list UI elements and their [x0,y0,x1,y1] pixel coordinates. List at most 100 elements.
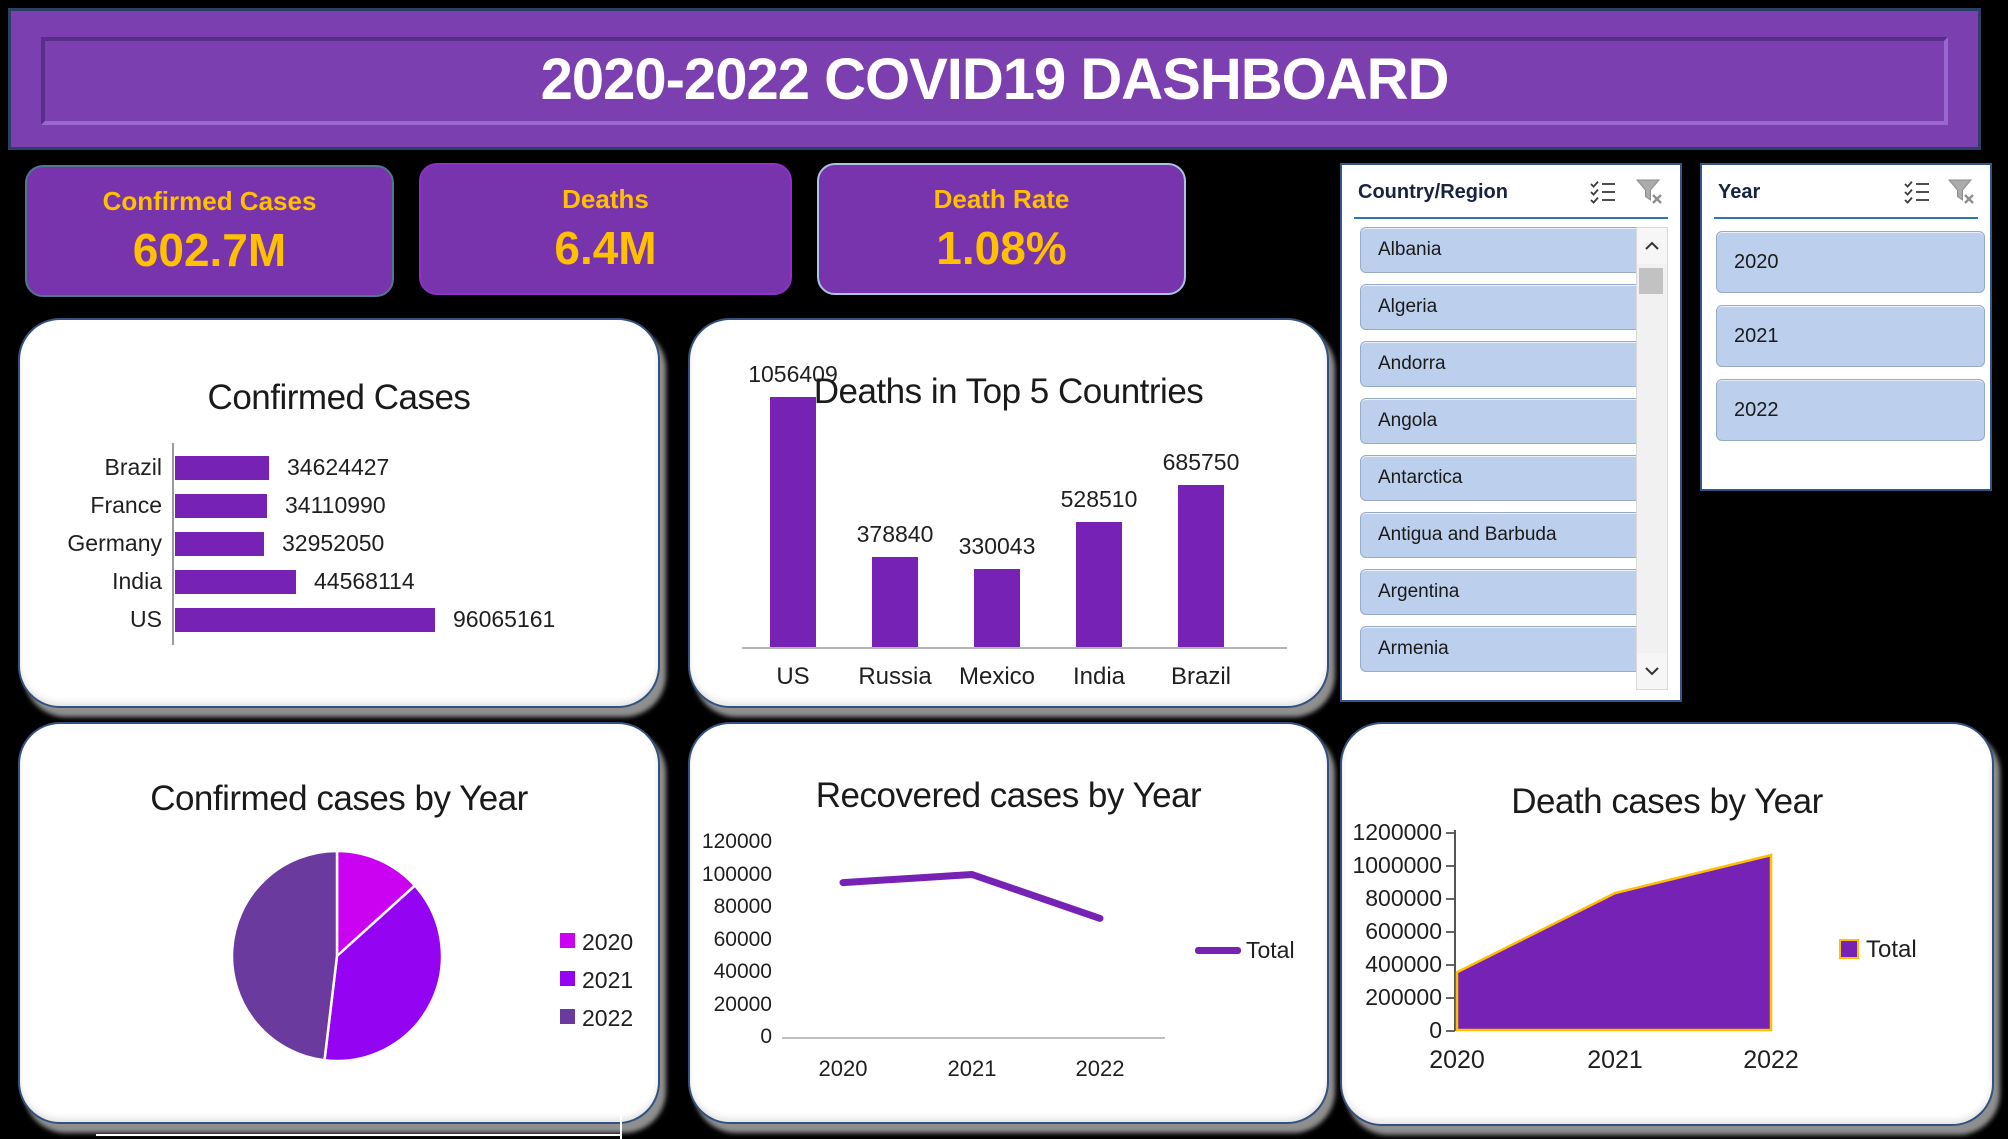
x-axis-line [742,647,1287,649]
banner-bevel [41,37,1948,125]
kpi-value: 602.7M [132,223,287,276]
y-tick-label: 1200000 [1352,819,1442,845]
multi-select-icon[interactable] [1902,177,1932,207]
clear-filter-icon[interactable] [1946,177,1976,207]
scroll-up-icon[interactable] [1637,228,1667,264]
column-value-label: 1056409 [748,361,838,387]
legend-label: Total [1866,936,1917,963]
column-category-label: Russia [858,663,932,690]
slicer-item-antarctica[interactable]: Antarctica [1360,455,1643,501]
y-tick-mark [1446,832,1455,834]
country-region-slicer: Country/Region Albania Algeria Andorra Ango… [1340,163,1682,702]
y-tick-label: 0 [1429,1017,1442,1043]
bar [175,456,269,480]
pie-slice-2020 [335,849,417,959]
multi-select-icon[interactable] [1588,177,1618,207]
y-tick-label: 600000 [1365,918,1442,944]
bar [175,532,264,556]
slicer-header-divider [1354,217,1668,219]
bar-category-label: India [112,568,162,594]
bar-value-label: 34110990 [285,492,386,518]
bar-value-label: 34624427 [287,454,390,480]
legend-label: Total [1246,937,1295,963]
legend-swatch [1839,939,1859,959]
column-bar [1076,522,1122,647]
y-tick-mark [1446,964,1455,966]
bar [175,608,435,632]
confirmed-cases-bar-chart-panel: Confirmed Cases Brazil 34624427 France 3411… [18,318,660,708]
slicer-title: Year [1718,181,1761,203]
deaths-by-year-area-panel: Death cases by Year 0 200000 400000 600000 8… [1340,722,1994,1126]
column-category-label: Mexico [958,663,1036,690]
y-tick-label: 40000 [713,960,772,983]
legend-swatch [560,971,575,986]
chart-title: Confirmed cases by Year [150,779,528,818]
y-tick-label: 0 [760,1025,772,1048]
pie-slice-2022 [230,849,339,1062]
scrollbar-thumb[interactable] [1639,268,1663,294]
confirmed-by-year-pie-chart: 2020 2021 2022 [20,724,658,1122]
slicer-item-algeria[interactable]: Algeria [1360,284,1643,330]
deaths-top5-column-chart: 1056409 US 378840 Russia 330043 Mexico 528510 I… [690,320,1327,706]
bar [175,570,296,594]
legend-swatch [560,1009,575,1024]
y-tick-mark [1446,898,1455,900]
slicer-item-angola[interactable]: Angola [1360,398,1643,444]
column-value-label: 528510 [1060,486,1138,512]
slicer-scrollbar[interactable] [1636,227,1668,690]
bar-category-label: Germany [67,530,162,556]
slicer-item-2021[interactable]: 2021 [1716,305,1985,367]
legend-label: 2022 [582,1005,634,1031]
legend-line-swatch [1195,947,1241,954]
pie-slice-2021 [323,883,444,1063]
recovered-by-year-line-panel: Recovered cases by Year 0 20000 40000 60000… [688,722,1329,1124]
chart-title: Deaths in Top 5 Countries [813,372,1204,411]
bar-value-label: 96065161 [453,606,556,632]
kpi-confirmed-cases: Confirmed Cases 602.7M [25,165,394,297]
legend-swatch [560,933,575,948]
kpi-label: Confirmed Cases [102,185,317,216]
scroll-down-icon[interactable] [1637,653,1667,689]
chart-title: Death cases by Year [1511,782,1823,821]
kpi-label: Deaths [562,183,649,214]
column-category-label: Brazil [1170,663,1231,690]
year-slicer: Year 2020 2021 2022 [1700,163,1992,491]
column-bar [1178,485,1224,647]
y-tick-label: 60000 [713,927,772,951]
y-tick-label: 200000 [1365,984,1442,1010]
slicer-title: Country/Region [1358,181,1508,203]
deaths-by-year-area-chart: 0 200000 400000 600000 800000 1000000 1200000 2… [1342,724,1992,1124]
y-axis-line [1454,830,1456,1031]
y-tick-label: 80000 [713,895,772,918]
deaths-top5-column-chart-panel: Deaths in Top 5 Countries 1056409 US 37884… [688,318,1329,708]
y-tick-mark [1446,865,1455,867]
line-svg [839,871,1104,922]
x-tick-label: 2021 [1587,1046,1643,1074]
slicer-item-argentina[interactable]: Argentina [1360,569,1643,615]
slicer-item-2020[interactable]: 2020 [1716,231,1985,293]
x-tick-label: 2020 [1429,1046,1485,1074]
bar-value-label: 32952050 [282,530,385,556]
y-tick-mark [1446,1030,1455,1032]
chart-title: Confirmed Cases [207,378,471,417]
page-title: 2020-2022 COVID19 DASHBOARD [540,46,1450,112]
clear-filter-icon[interactable] [1634,177,1664,207]
kpi-death-rate: Death Rate 1.08% [817,163,1186,295]
x-tick-label: 2022 [1075,1056,1125,1081]
x-tick-label: 2022 [1743,1046,1799,1074]
chart-title: Recovered cases by Year [815,776,1202,815]
recovered-by-year-line-chart: 0 20000 40000 60000 80000 100000 120000 2020 202… [690,724,1327,1122]
pie-svg [230,849,444,1063]
kpi-deaths: Deaths 6.4M [419,163,792,295]
confirmed-cases-bar-chart: Brazil 34624427 France 34110990 Germany 32952… [20,320,658,706]
slicer-item-albania[interactable]: Albania [1360,227,1643,273]
y-tick-mark [1446,931,1455,933]
x-tick-label: 2020 [818,1056,868,1081]
slicer-item-2022[interactable]: 2022 [1716,379,1985,441]
slicer-item-armenia[interactable]: Armenia [1360,626,1643,672]
bar-category-label: US [130,606,162,632]
y-tick-label: 800000 [1365,885,1442,911]
kpi-value: 1.08% [936,221,1067,274]
slicer-item-andorra[interactable]: Andorra [1360,341,1643,387]
slicer-item-antigua-and-barbuda[interactable]: Antigua and Barbuda [1360,512,1643,558]
